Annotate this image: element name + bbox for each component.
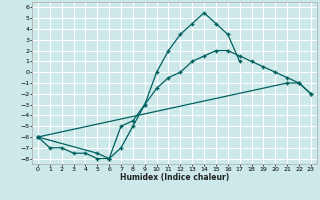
X-axis label: Humidex (Indice chaleur): Humidex (Indice chaleur) bbox=[120, 173, 229, 182]
